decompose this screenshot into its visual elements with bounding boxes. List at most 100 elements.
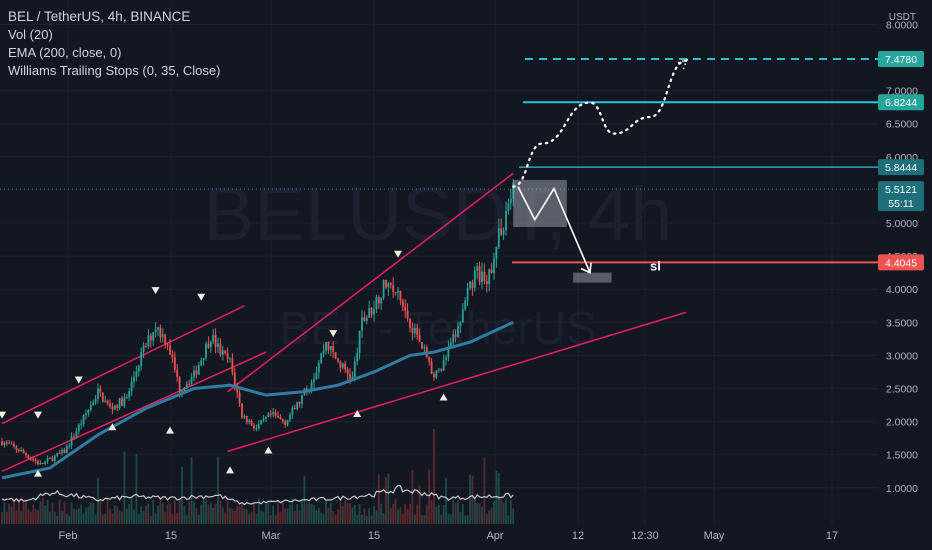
- candle-body: [454, 334, 457, 337]
- volume-bar: [507, 515, 510, 524]
- volume-bar: [358, 503, 361, 524]
- candle-body: [473, 270, 476, 289]
- volume-bar: [488, 510, 491, 524]
- volume-bar: [104, 513, 107, 524]
- volume-bar: [351, 507, 354, 524]
- candle-body: [495, 247, 498, 259]
- candle-body: [135, 371, 138, 378]
- volume-bar: [269, 515, 272, 524]
- volume-bar: [464, 515, 467, 524]
- volume-bar: [173, 500, 176, 524]
- volume-bar: [339, 502, 342, 524]
- candle-body: [406, 310, 409, 319]
- volume-bar: [22, 499, 25, 524]
- volume-bar: [281, 501, 284, 524]
- price-label-text: 5.8444: [885, 162, 917, 174]
- candle-body: [73, 436, 75, 438]
- volume-bar: [51, 502, 54, 524]
- candle-body: [154, 329, 157, 332]
- candle-body: [418, 335, 421, 343]
- candle-body: [286, 420, 289, 425]
- volume-bar: [255, 513, 258, 524]
- volume-bar: [305, 503, 308, 524]
- bullish-projection-path: [512, 59, 688, 188]
- price-axis-background: [878, 0, 932, 550]
- volume-bar: [416, 504, 419, 524]
- indicator-ema[interactable]: EMA (200, close, 0): [8, 45, 122, 60]
- volume-bar: [166, 504, 169, 524]
- candle-body: [224, 350, 227, 354]
- volume-bar: [212, 507, 215, 524]
- volume-bar: [365, 515, 368, 524]
- candle-body: [214, 335, 217, 347]
- current-price-badge: [878, 181, 924, 212]
- volume-bar: [17, 499, 20, 524]
- volume-bar: [205, 499, 207, 524]
- price-levels: [0, 57, 878, 264]
- volume-bar: [394, 498, 397, 524]
- volume-bar: [94, 514, 97, 524]
- volume-bar: [437, 504, 440, 524]
- candle-body: [37, 461, 39, 465]
- volume-bar: [509, 500, 512, 524]
- candle-body: [130, 381, 133, 392]
- volume-bar: [279, 511, 282, 524]
- price-axis[interactable]: USDT8.00007.00006.50006.00005.00004.5000…: [878, 0, 932, 550]
- candle-body: [241, 403, 243, 418]
- volume-bar: [75, 509, 78, 524]
- candle-body: [440, 369, 443, 371]
- volume-bar: [406, 509, 409, 524]
- candle-body: [262, 418, 265, 420]
- candle-body: [461, 309, 464, 323]
- volume-bar: [171, 514, 174, 524]
- volume-bar: [70, 502, 73, 524]
- volume-bar: [502, 502, 505, 524]
- volume-bar: [111, 513, 114, 524]
- indicator-volume[interactable]: Vol (20): [8, 27, 53, 42]
- price-label-text: 4.4045: [885, 257, 917, 269]
- volume-bar: [389, 507, 392, 524]
- volume-bar: [466, 515, 469, 524]
- time-axis[interactable]: Feb 15 Mar 15 Apr 12 12:30 May 17: [0, 524, 932, 550]
- candle-body: [161, 334, 164, 338]
- volume-bar: [435, 506, 438, 524]
- volume-bar: [392, 503, 395, 524]
- candle-body: [15, 446, 18, 450]
- price-tick-label: 1.0000: [886, 483, 918, 495]
- price-label-text: 7.4780: [885, 54, 917, 66]
- candle-body: [250, 420, 253, 426]
- candle-body: [260, 419, 263, 425]
- volume-bar: [286, 508, 289, 524]
- candle-body: [51, 457, 54, 461]
- candle-body: [140, 351, 143, 366]
- volume-bar: [140, 506, 143, 524]
- volume-bar: [421, 515, 423, 524]
- volume-bar: [440, 515, 443, 524]
- volume-bar: [20, 511, 23, 524]
- volume-bar: [135, 454, 138, 524]
- candle-body: [32, 458, 35, 460]
- candle-body: [332, 346, 335, 353]
- candle-body: [157, 327, 159, 330]
- candle-body: [164, 334, 167, 345]
- time-tick-label: 15: [368, 530, 380, 542]
- candle-body: [173, 357, 176, 370]
- price-label-text: 6.8244: [885, 97, 917, 109]
- chart-legend: BEL / TetherUS, 4h, BINANCE Vol (20) EMA…: [8, 8, 220, 80]
- indicator-williams-trailing-stops[interactable]: Williams Trailing Stops (0, 35, Close): [8, 63, 221, 78]
- sell-signal-marker: [197, 293, 206, 301]
- candle-body: [97, 388, 99, 399]
- candle-body: [481, 271, 483, 282]
- candle-body: [77, 424, 80, 432]
- candle-body: [334, 352, 337, 359]
- candle-body: [159, 327, 162, 338]
- candle-body: [190, 377, 193, 384]
- candle-body: [233, 372, 236, 386]
- candle-body: [41, 463, 44, 465]
- symbol-title[interactable]: BEL / TetherUS, 4h, BINANCE: [8, 9, 191, 24]
- candle-body: [325, 342, 327, 351]
- volume-bar: [125, 508, 128, 524]
- price-tick-label: 1.5000: [886, 450, 918, 462]
